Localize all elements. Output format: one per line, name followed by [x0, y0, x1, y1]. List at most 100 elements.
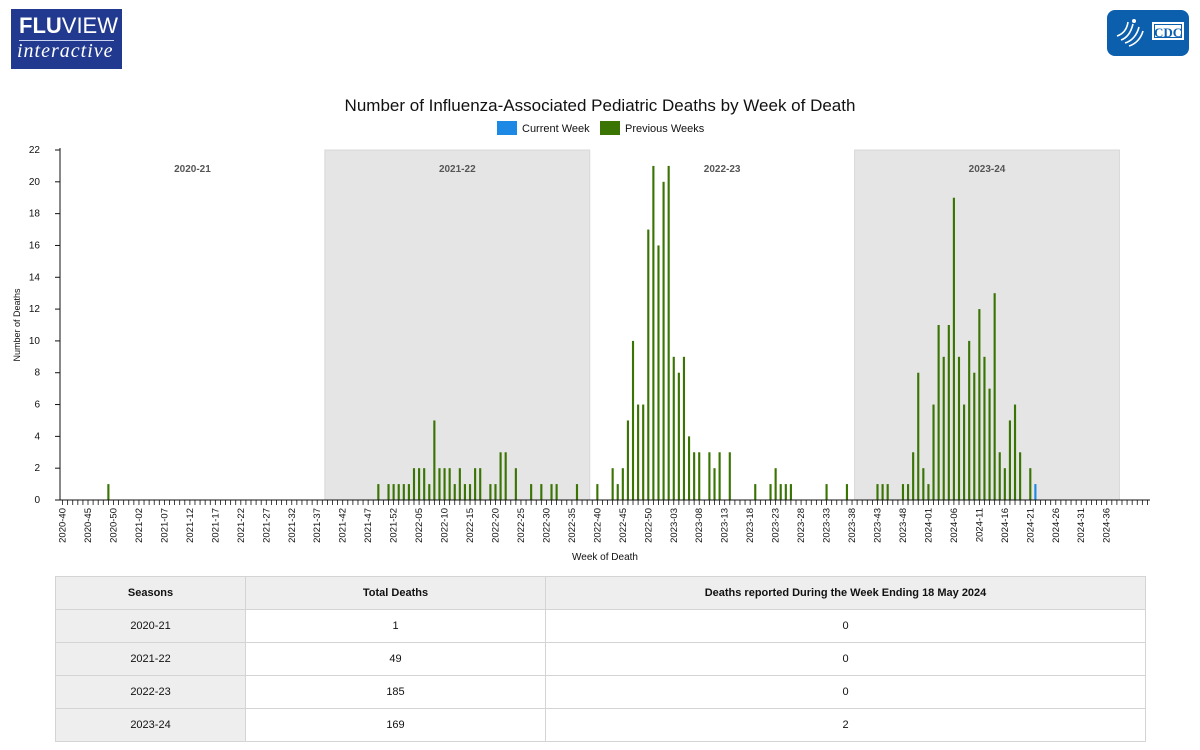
bar-previous-week — [922, 468, 925, 500]
x-tick-label: 2024-06 — [949, 508, 960, 543]
bar-previous-week — [474, 468, 477, 500]
bar-previous-week — [713, 468, 716, 500]
bar-previous-week — [789, 484, 792, 500]
x-tick-label: 2021-02 — [134, 508, 145, 543]
x-tick-label: 2022-25 — [516, 508, 527, 543]
x-tick-label: 2022-50 — [643, 508, 654, 543]
legend-label-current[interactable]: Current Week — [522, 123, 590, 135]
table-row: 2023-24 169 2 — [55, 708, 1146, 742]
bar-previous-week — [453, 484, 456, 500]
bar-previous-week — [468, 484, 472, 500]
x-tick-label: 2021-52 — [389, 508, 400, 543]
fluview-logo-rule — [19, 40, 114, 41]
x-tick-label: 2021-47 — [363, 508, 374, 543]
cdc-wordmark: CDC — [1152, 22, 1184, 40]
table-row: 2021-22 49 0 — [55, 642, 1146, 676]
season-label: 2022-23 — [704, 164, 741, 175]
bar-previous-week — [499, 452, 502, 500]
bar-previous-week — [621, 468, 624, 500]
bar-previous-week — [107, 484, 110, 500]
bar-previous-week — [443, 468, 446, 500]
bar-previous-week — [952, 197, 955, 500]
bar-previous-week — [912, 452, 915, 500]
bar-previous-week — [489, 484, 492, 500]
bar-previous-week — [428, 484, 431, 500]
bar-previous-week — [672, 356, 675, 500]
season-shade — [324, 149, 591, 501]
bar-previous-week — [698, 452, 701, 500]
bar-previous-week — [957, 356, 961, 500]
page-header: FLUVIEW interactive CDC — [0, 0, 1200, 80]
row-season: 2023-24 — [55, 708, 246, 742]
x-tick-label: 2024-21 — [1025, 508, 1036, 543]
bar-previous-week — [392, 484, 395, 500]
fluview-logo[interactable]: FLUVIEW interactive — [11, 9, 122, 69]
legend-label-previous[interactable]: Previous Weeks — [625, 123, 705, 135]
season-labels: 2020-21 2021-22 2022-23 2023-24 — [174, 164, 1006, 175]
x-tick-label: 2023-28 — [796, 508, 807, 543]
x-tick-label: 2022-10 — [440, 508, 451, 543]
row-week: 0 — [545, 675, 1146, 709]
x-axis-label: Week of Death — [572, 552, 638, 563]
y-tick-label: 0 — [34, 495, 40, 506]
bar-previous-week — [637, 404, 640, 500]
pediatric-deaths-chart: 2020-21 2021-22 2022-23 2023-24 Number of I… — [12, 96, 1150, 563]
y-axis-label: Number of Deaths — [12, 288, 22, 362]
x-tick-label: 2024-26 — [1051, 508, 1062, 543]
bar-previous-week — [1008, 420, 1011, 500]
bar-previous-week — [642, 404, 645, 500]
y-tick-label: 4 — [34, 431, 40, 442]
y-tick-label: 2 — [34, 463, 40, 474]
row-total: 1 — [245, 609, 546, 643]
bar-previous-week — [728, 452, 731, 500]
bar-previous-week — [682, 356, 686, 500]
bar-previous-week — [494, 484, 497, 500]
x-tick-label: 2023-48 — [898, 508, 909, 543]
chart-legend: Current Week Previous Weeks — [497, 121, 705, 135]
bar-previous-week — [458, 468, 461, 500]
bar-previous-week — [718, 452, 721, 500]
bar-previous-week — [540, 484, 543, 500]
bar-previous-week — [779, 484, 782, 500]
bar-previous-week — [433, 420, 436, 500]
bar-previous-week — [947, 325, 950, 500]
bar-previous-week — [397, 484, 400, 500]
season-shade — [854, 149, 1120, 501]
cdc-logo[interactable]: CDC — [1107, 10, 1189, 56]
y-axis: 0 2 4 6 8 10 12 14 16 18 20 22 — [29, 145, 61, 506]
header-week-deaths: Deaths reported During the Week Ending 1… — [545, 576, 1146, 610]
bar-previous-week — [575, 484, 579, 500]
bar-previous-week — [438, 468, 441, 500]
bar-previous-week — [631, 340, 635, 500]
row-season: 2020-21 — [55, 609, 246, 643]
bar-previous-week — [652, 165, 655, 500]
season-summary-table: Seasons Total Deaths Deaths reported Dur… — [55, 576, 1146, 742]
row-week: 0 — [545, 642, 1146, 676]
bar-previous-week — [412, 468, 416, 500]
x-axis: 2020-40 2020-45 2020-50 2021-02 2021-07 2021-… — [58, 499, 1150, 543]
bar-previous-week — [881, 484, 884, 500]
legend-swatch-previous — [600, 121, 620, 135]
table-row: 2020-21 1 0 — [55, 609, 1146, 643]
bar-previous-week — [993, 293, 996, 500]
fluview-logo-subtitle: interactive — [17, 40, 114, 62]
x-tick-label: 2021-22 — [236, 508, 247, 543]
x-tick-label: 2021-42 — [338, 508, 349, 543]
bar-previous-week — [626, 420, 629, 500]
x-tick-label: 2022-05 — [414, 508, 425, 543]
bar-previous-week — [555, 484, 558, 500]
table-header-row: Seasons Total Deaths Deaths reported Dur… — [55, 576, 1146, 610]
row-season: 2022-23 — [55, 675, 246, 709]
bar-previous-week — [387, 484, 390, 500]
bar-previous-week — [418, 468, 421, 500]
x-tick-label: 2023-43 — [873, 508, 884, 543]
y-tick-label: 10 — [29, 336, 41, 347]
table-row: 2022-23 185 0 — [55, 675, 1146, 709]
y-tick-label: 12 — [29, 304, 41, 315]
bar-previous-week — [998, 452, 1001, 500]
y-tick-label: 16 — [29, 240, 41, 251]
season-shading — [324, 149, 1120, 501]
bar-previous-week — [616, 484, 619, 500]
bar-previous-week — [596, 484, 599, 500]
bar-previous-week — [1013, 404, 1017, 500]
